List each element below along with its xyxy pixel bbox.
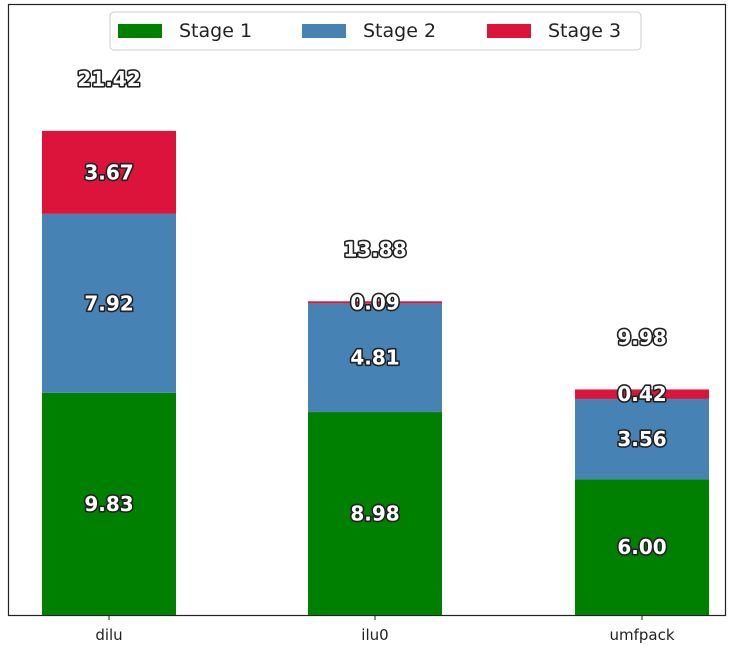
bar-dilu-stage-3 [42, 130, 176, 214]
legend-swatch-stage-2 [302, 24, 346, 38]
bars-group [42, 130, 709, 615]
legend-items: Stage 1 Stage 2 Stage 3 [118, 20, 621, 42]
x-tick-label-ilu0: ilu0 [361, 626, 388, 644]
legend-label-stage-3: Stage 3 [548, 20, 621, 42]
segment-label-umfpack-stage-3: 0.42 [617, 382, 666, 406]
bar-ilu0-stage-3 [308, 301, 442, 304]
legend-label-stage-1: Stage 1 [179, 20, 252, 42]
legend-swatch-stage-1 [118, 24, 162, 38]
bar-umfpack-stage-3 [575, 389, 709, 399]
x-tick-label-dilu: dilu [95, 626, 122, 644]
segment-labels-group: 9.83 7.92 3.67 8.98 4.81 0.09 6.00 3.56 0.42 [83, 159, 669, 561]
legend-swatch-stage-3 [487, 24, 531, 38]
plot-frame [7, 3, 727, 617]
legend-frame [109, 11, 642, 51]
segment-label-dilu-stage-2: 7.92 [84, 291, 133, 315]
segment-label-ilu0-stage-1: 8.98 [350, 502, 399, 526]
segment-label-dilu-stage-3: 3.67 [84, 160, 133, 184]
total-label-umfpack: 9.98 [617, 325, 666, 349]
bar-umfpack-stage-2 [575, 398, 709, 480]
bar-umfpack-stage-1 [575, 479, 709, 615]
legend-label-stage-2: Stage 2 [363, 20, 436, 42]
total-label-ilu0: 13.88 [343, 237, 406, 261]
segment-label-ilu0-stage-3: 0.09 [350, 290, 399, 314]
bar-dilu-stage-2 [42, 213, 176, 393]
total-label-dilu: 21.42 [77, 67, 140, 91]
bar-dilu-stage-1 [42, 392, 176, 615]
segment-label-umfpack-stage-2: 3.56 [617, 427, 666, 451]
segment-label-dilu-stage-1: 9.83 [84, 492, 133, 516]
bar-ilu0-stage-2 [308, 303, 442, 413]
segment-label-umfpack-stage-1: 6.00 [617, 535, 666, 559]
x-axis-ticks: dilu ilu0 umfpack [95, 615, 675, 644]
total-labels-group: 21.42 13.88 9.98 [76, 65, 669, 351]
x-tick-label-umfpack: umfpack [609, 626, 674, 644]
segment-label-ilu0-stage-2: 4.81 [350, 346, 399, 370]
bar-ilu0-stage-1 [308, 412, 442, 615]
legend: Stage 1 Stage 2 Stage 3 [109, 11, 642, 51]
